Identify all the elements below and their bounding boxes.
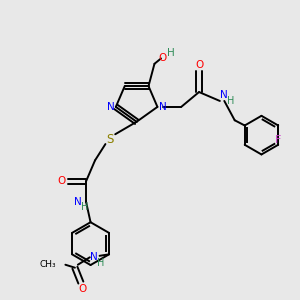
Text: H: H: [97, 258, 104, 268]
Text: N: N: [106, 102, 114, 112]
Text: O: O: [78, 284, 86, 294]
Text: N: N: [220, 90, 227, 100]
Text: O: O: [159, 53, 167, 64]
Text: H: H: [81, 202, 88, 212]
Text: CH₃: CH₃: [40, 260, 56, 269]
Text: N: N: [74, 197, 82, 207]
Text: N: N: [90, 252, 98, 262]
Text: O: O: [58, 176, 66, 186]
Text: H: H: [226, 96, 234, 106]
Text: O: O: [195, 60, 203, 70]
Text: N: N: [159, 102, 167, 112]
Text: S: S: [106, 133, 114, 146]
Text: H: H: [167, 47, 174, 58]
Text: F: F: [275, 135, 281, 145]
